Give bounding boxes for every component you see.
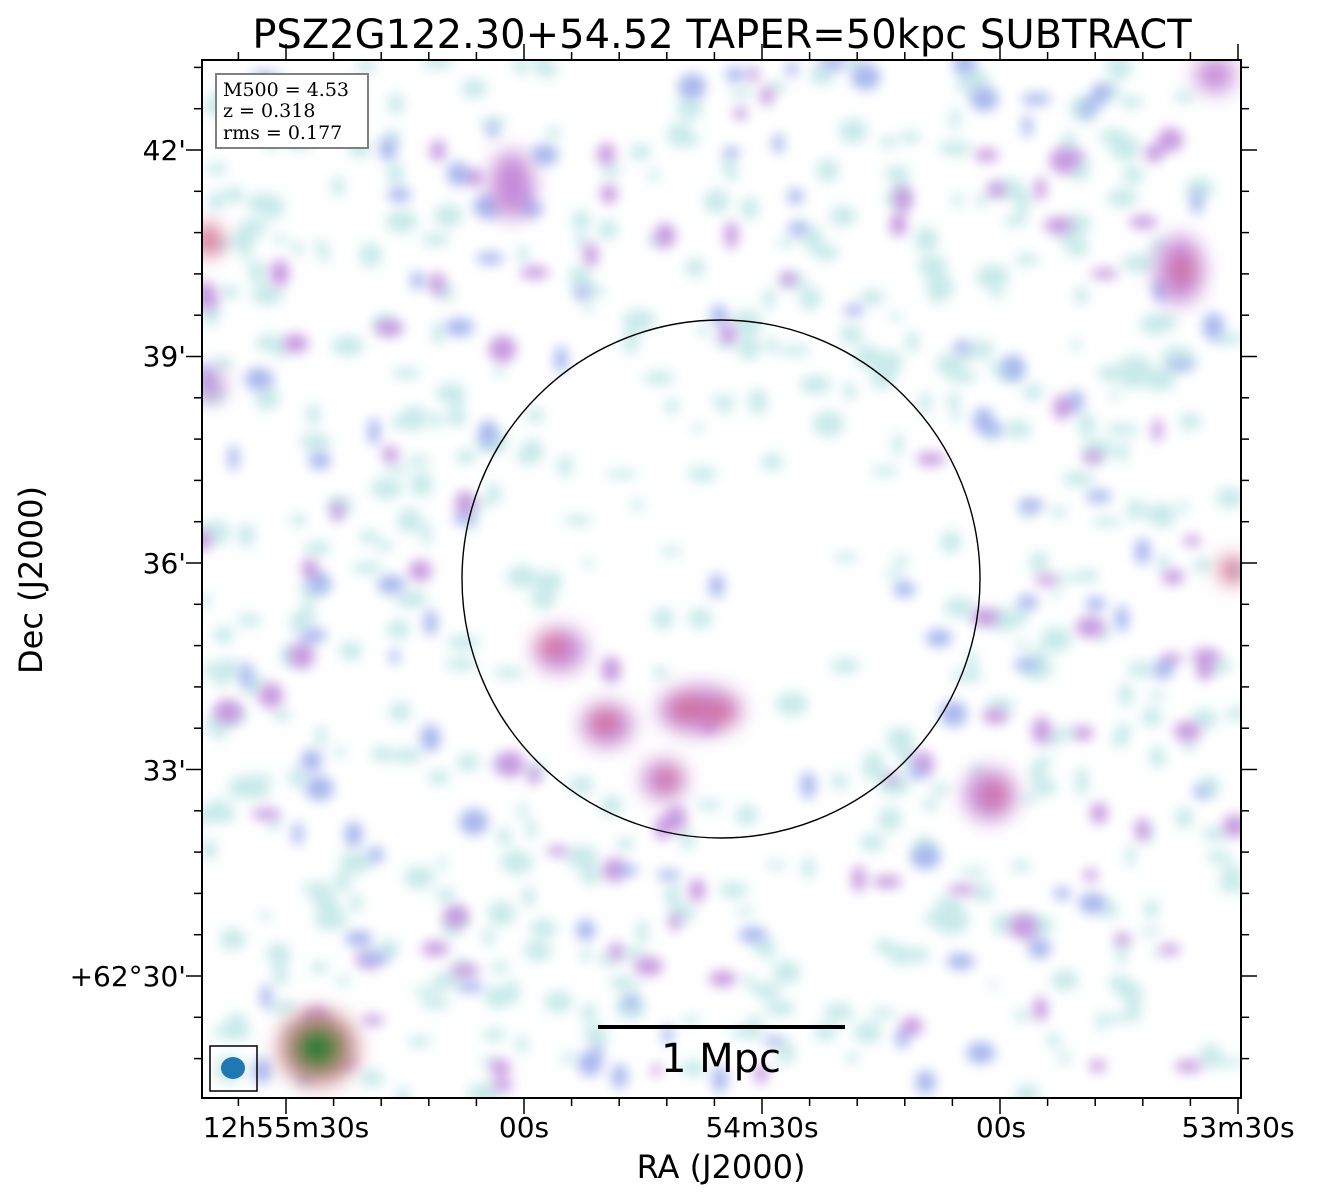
emission-strong-layer xyxy=(202,60,1241,1086)
emission-mid-layer xyxy=(202,60,1241,1095)
x-tick-label: 00s xyxy=(499,1111,549,1144)
redshift-text: z = 0.318 xyxy=(223,100,315,122)
y-tick-label: 33' xyxy=(143,754,186,787)
scale-bar: 1 Mpc xyxy=(598,1025,845,1082)
info-box: M500 = 4.53 z = 0.318 rms = 0.177 xyxy=(215,73,369,149)
rms-text: rms = 0.177 xyxy=(223,122,342,144)
plot-area xyxy=(202,60,1241,1098)
y-tick-label: +62°30' xyxy=(70,960,186,993)
y-tick-label: 36' xyxy=(143,547,186,580)
y-axis-label: Dec (J2000) xyxy=(12,486,50,674)
x-tick-label: 54m30s xyxy=(705,1111,818,1144)
beam-ellipse xyxy=(221,1057,245,1079)
y-tick-labels: 42' 39' 36' 33' +62°30' xyxy=(70,134,186,993)
beam-indicator xyxy=(209,1045,258,1092)
y-tick-label: 39' xyxy=(143,340,186,373)
x-tick-labels: 12h55m30s 00s 54m30s 00s 53m30s xyxy=(203,1111,1295,1144)
scale-bar-label: 1 Mpc xyxy=(661,1036,781,1082)
axis-ticks xyxy=(186,44,1257,1114)
m500-text: M500 = 4.53 xyxy=(223,79,349,101)
x-tick-label: 53m30s xyxy=(1181,1111,1294,1144)
figure-title: PSZ2G122.30+54.52 TAPER=50kpc SUBTRACT xyxy=(252,12,1192,58)
x-tick-label: 00s xyxy=(976,1111,1026,1144)
y-tick-label: 42' xyxy=(143,134,186,167)
x-tick-label: 12h55m30s xyxy=(203,1111,370,1144)
plot-frame xyxy=(201,59,1242,1099)
r500-circle xyxy=(461,319,981,839)
x-axis-label: RA (J2000) xyxy=(637,1148,806,1186)
